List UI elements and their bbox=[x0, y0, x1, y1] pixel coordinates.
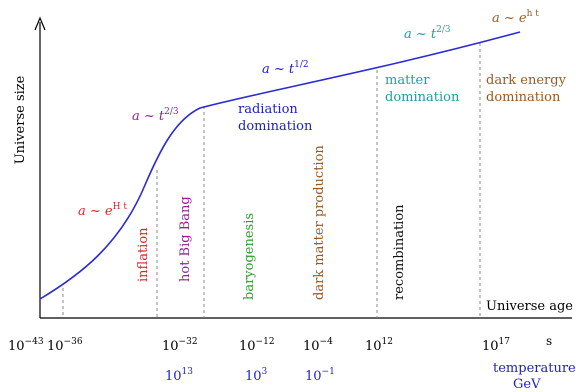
scale-factor-curve bbox=[39, 31, 521, 300]
event-hot-big-bang: hot Big Bang bbox=[178, 196, 193, 282]
time-tick: 10−36 bbox=[47, 337, 83, 354]
era-radiation-line1: radiation bbox=[238, 102, 298, 117]
x-axis-unit: s bbox=[546, 334, 552, 348]
temperature-unit-line1: temperature bbox=[493, 361, 576, 376]
law-radiation: a ~ t1/2 bbox=[262, 60, 309, 77]
time-tick: 10−4 bbox=[303, 337, 333, 354]
era-dividers bbox=[62, 43, 481, 318]
era-dark-energy-line2: domination bbox=[486, 90, 561, 105]
era-radiation-line2: domination bbox=[238, 119, 313, 134]
law-dark-energy: a ~ eh t bbox=[492, 9, 539, 26]
era-matter-line2: domination bbox=[385, 90, 460, 105]
era-dark-energy-line1: dark energy bbox=[486, 73, 567, 88]
time-tick: 1017 bbox=[482, 337, 510, 354]
event-inflation: inflation bbox=[136, 227, 151, 282]
x-axis-label: Universe age bbox=[486, 299, 573, 314]
law-early-power: a ~ t2/3 bbox=[132, 107, 179, 124]
event-recombination: recombination bbox=[392, 204, 407, 300]
event-dark-matter: dark matter production bbox=[312, 145, 327, 300]
temperature-tick-labels: 1013 103 10−1 temperature GeV bbox=[165, 361, 576, 392]
law-matter: a ~ t2/3 bbox=[404, 25, 451, 42]
time-tick: 10−32 bbox=[162, 337, 198, 354]
time-tick: 10−12 bbox=[239, 337, 275, 354]
y-axis-label: Universe size bbox=[13, 75, 28, 164]
time-tick: 10−43 bbox=[8, 337, 44, 354]
time-tick: 1012 bbox=[365, 337, 393, 354]
era-matter-line1: matter bbox=[385, 73, 430, 88]
temperature-unit-line2: GeV bbox=[513, 377, 541, 392]
time-tick-labels: 10−43 10−36 10−32 10−12 10−4 1012 1017 bbox=[8, 337, 510, 354]
temperature-tick: 103 bbox=[245, 367, 268, 384]
y-axis-arrow-icon bbox=[34, 16, 46, 31]
event-baryogenesis: baryogenesis bbox=[242, 213, 257, 300]
temperature-tick: 10−1 bbox=[305, 367, 335, 384]
law-inflation: a ~ eH t bbox=[78, 202, 127, 219]
temperature-tick: 1013 bbox=[165, 367, 193, 384]
